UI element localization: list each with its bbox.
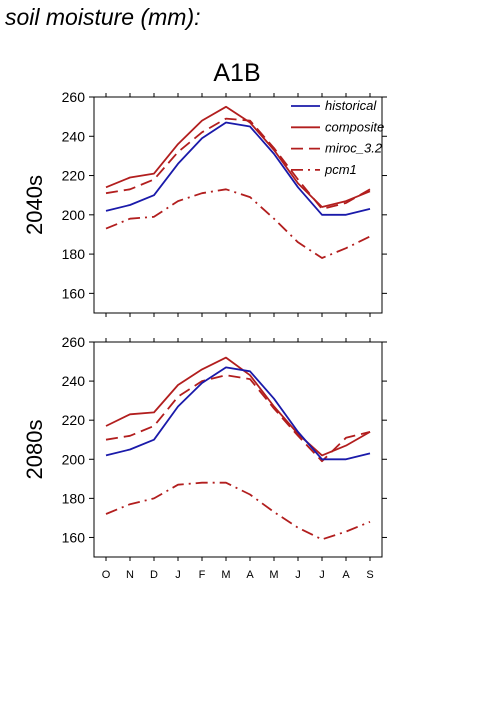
x-tick-label: S [366, 569, 373, 581]
panel-2040s-frame [93, 96, 383, 314]
x-tick-label: N [126, 569, 134, 581]
series-historical-line [105, 121, 371, 216]
y-tick-label: 220 [62, 412, 86, 428]
legend-label: pcm1 [324, 162, 357, 177]
y-tick-label: 180 [62, 246, 86, 262]
legend-label: historical [325, 98, 377, 113]
series-historical-line [105, 366, 371, 461]
y-tick-label: 160 [62, 529, 86, 545]
x-tick-label: J [295, 569, 301, 581]
x-tick-label: M [269, 569, 278, 581]
legend-label: composite [325, 119, 384, 134]
panel-2080s-frame [93, 341, 383, 558]
y-tick-label: 260 [62, 89, 86, 105]
chart-title: A1B [213, 59, 260, 87]
series-pcm1-line [105, 188, 371, 259]
legend-label: miroc_3.2 [325, 141, 383, 156]
x-tick-label: O [102, 569, 111, 581]
x-tick-label: F [199, 569, 206, 581]
y-tick-label: 220 [62, 168, 86, 184]
series-composite-line [105, 105, 371, 208]
series-miroc-3-2-line [105, 117, 371, 210]
row-label-2040s: 2040s [22, 175, 47, 235]
x-tick-label: J [175, 569, 181, 581]
x-tick-label: A [342, 569, 350, 581]
page-title: soil moisture (mm): [5, 4, 201, 30]
y-tick-label: 260 [62, 334, 86, 350]
series-miroc-3-2-line [105, 374, 371, 463]
y-tick-label: 240 [62, 373, 86, 389]
x-tick-label: A [246, 569, 254, 581]
y-tick-label: 160 [62, 285, 86, 301]
series-pcm1-line [105, 481, 371, 541]
x-tick-label: D [150, 569, 158, 581]
y-tick-label: 200 [62, 451, 86, 467]
row-label-2080s: 2080s [22, 420, 47, 480]
y-tick-label: 200 [62, 207, 86, 223]
x-tick-label: J [319, 569, 325, 581]
y-tick-label: 240 [62, 128, 86, 144]
x-tick-label: M [221, 569, 230, 581]
y-tick-label: 180 [62, 490, 86, 506]
series-composite-line [105, 356, 371, 457]
